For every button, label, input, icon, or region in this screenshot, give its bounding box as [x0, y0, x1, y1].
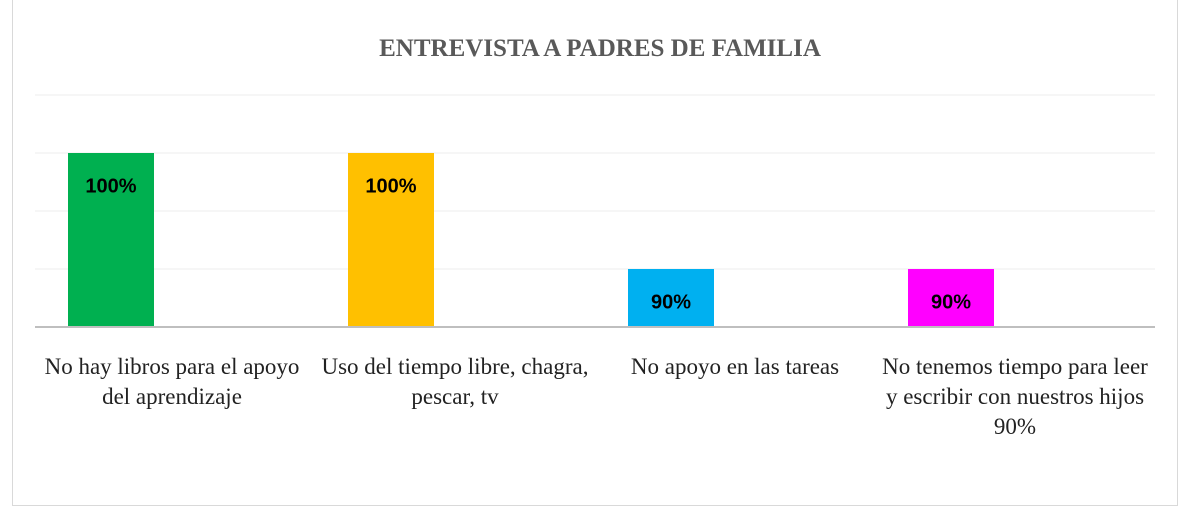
- data-label: 90%: [651, 291, 691, 313]
- chart-frame: [12, 0, 1178, 506]
- bar: [908, 269, 994, 327]
- x-tick-label: Uso del tiempo libre, chagra, pescar, tv: [321, 354, 589, 409]
- bar: [628, 269, 714, 327]
- data-label: 90%: [931, 291, 971, 313]
- x-tick-label: No apoyo en las tareas: [630, 354, 840, 379]
- chart-title: ENTREVISTA A PADRES DE FAMILIA: [379, 35, 821, 62]
- data-label: 100%: [85, 175, 136, 197]
- bar: [348, 153, 434, 327]
- bar: [68, 153, 154, 327]
- data-label: 100%: [365, 175, 416, 197]
- x-tick-label: No tenemos tiempo para leer y escribir c…: [882, 354, 1148, 439]
- x-tick-label: No hay libros para el apoyo del aprendiz…: [44, 354, 300, 409]
